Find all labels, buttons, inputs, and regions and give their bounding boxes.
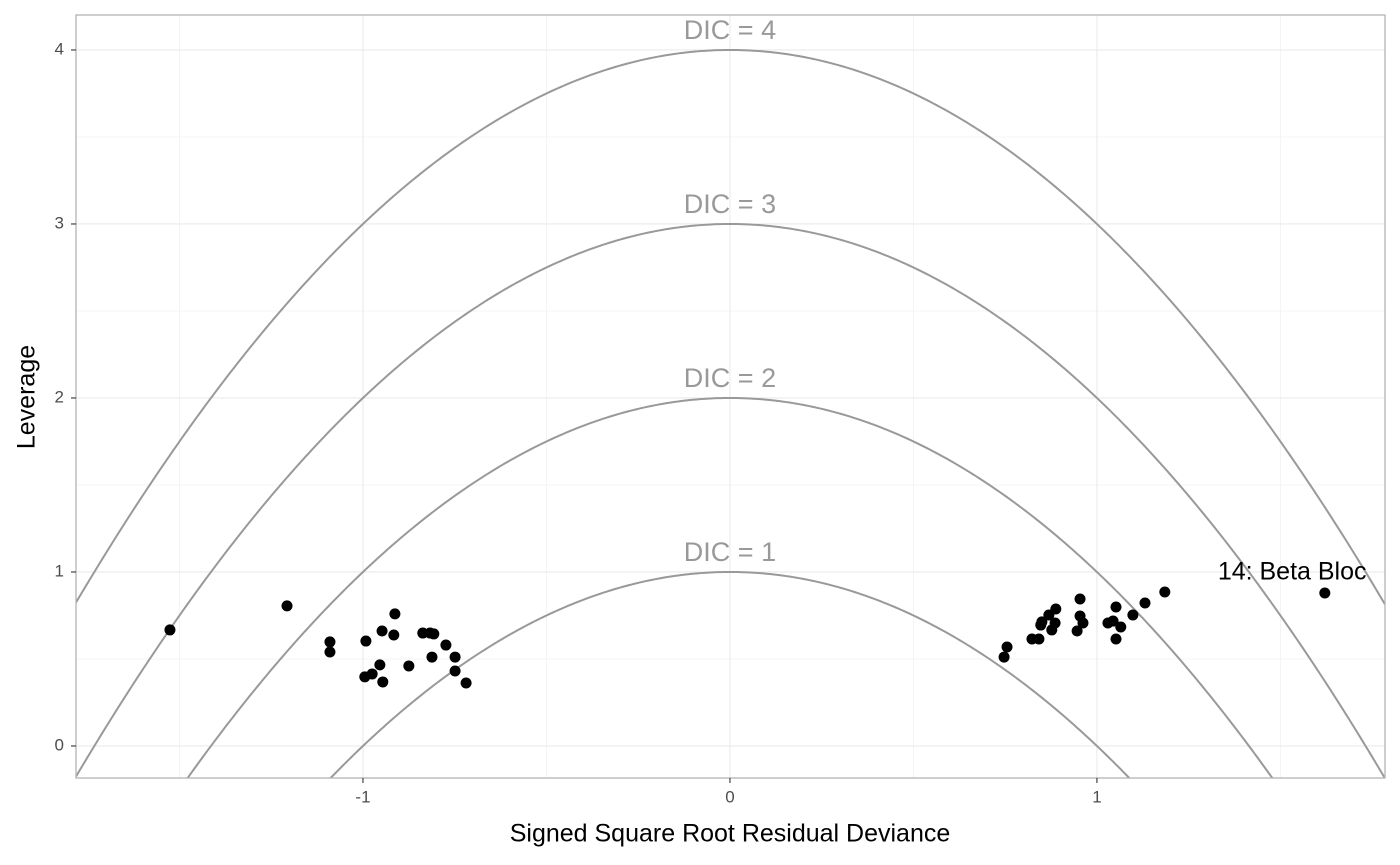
point xyxy=(426,651,438,663)
point xyxy=(1110,633,1122,645)
dic-curve xyxy=(329,570,1131,778)
y-tick-label: 1 xyxy=(55,561,64,580)
y-tick-label: 4 xyxy=(55,39,64,58)
point xyxy=(1001,641,1013,653)
curves: DIC = 1 DIC = 2 DIC = 3 DIC = 4 xyxy=(76,15,1385,778)
point xyxy=(1049,617,1061,629)
point xyxy=(389,608,401,620)
point xyxy=(1115,621,1127,633)
point xyxy=(1159,586,1171,598)
point xyxy=(1107,615,1119,627)
point xyxy=(449,651,461,663)
dic-label: DIC = 4 xyxy=(684,15,776,45)
point xyxy=(1077,617,1089,629)
point xyxy=(1127,609,1139,621)
point xyxy=(403,660,415,672)
point xyxy=(428,628,440,640)
dic-curve xyxy=(76,222,1385,778)
point xyxy=(374,659,386,671)
point xyxy=(360,635,372,647)
panel-background xyxy=(76,15,1385,778)
x-tick-label: -1 xyxy=(355,787,370,806)
point-label: 14: Beta Bloc xyxy=(1218,558,1367,586)
points: 14: Beta Bloc xyxy=(164,558,1367,689)
point xyxy=(164,624,176,636)
point xyxy=(1071,625,1083,637)
point xyxy=(377,676,389,688)
point xyxy=(1074,593,1086,605)
dic-label: DIC = 3 xyxy=(684,189,776,219)
point xyxy=(324,646,336,658)
point xyxy=(998,651,1010,663)
point xyxy=(460,677,472,689)
x-axis-title: Signed Square Root Residual Deviance xyxy=(510,820,951,848)
y-axis-title: Leverage xyxy=(13,345,41,449)
x-tick-label: 0 xyxy=(725,787,734,806)
y-tick-label: 2 xyxy=(55,387,64,406)
point xyxy=(366,668,378,680)
point xyxy=(1139,597,1151,609)
point xyxy=(1319,587,1331,599)
point xyxy=(440,639,452,651)
point xyxy=(449,665,461,677)
point xyxy=(1110,601,1122,613)
point xyxy=(1033,633,1045,645)
dic-label: DIC = 1 xyxy=(684,537,776,567)
point xyxy=(1050,603,1062,615)
axes: -1 0 1 0 1 2 3 4 xyxy=(55,39,1102,806)
dic-label: DIC = 2 xyxy=(684,363,776,393)
panel-border xyxy=(75,14,1386,779)
dic-curve xyxy=(76,48,1385,605)
point xyxy=(324,636,336,648)
x-tick-label: 1 xyxy=(1092,787,1101,806)
y-tick-label: 3 xyxy=(55,213,64,232)
y-tick-label: 0 xyxy=(55,735,64,754)
point xyxy=(1036,616,1048,628)
point xyxy=(376,625,388,637)
point xyxy=(388,629,400,641)
point xyxy=(281,600,293,612)
dic-curve xyxy=(186,396,1274,778)
